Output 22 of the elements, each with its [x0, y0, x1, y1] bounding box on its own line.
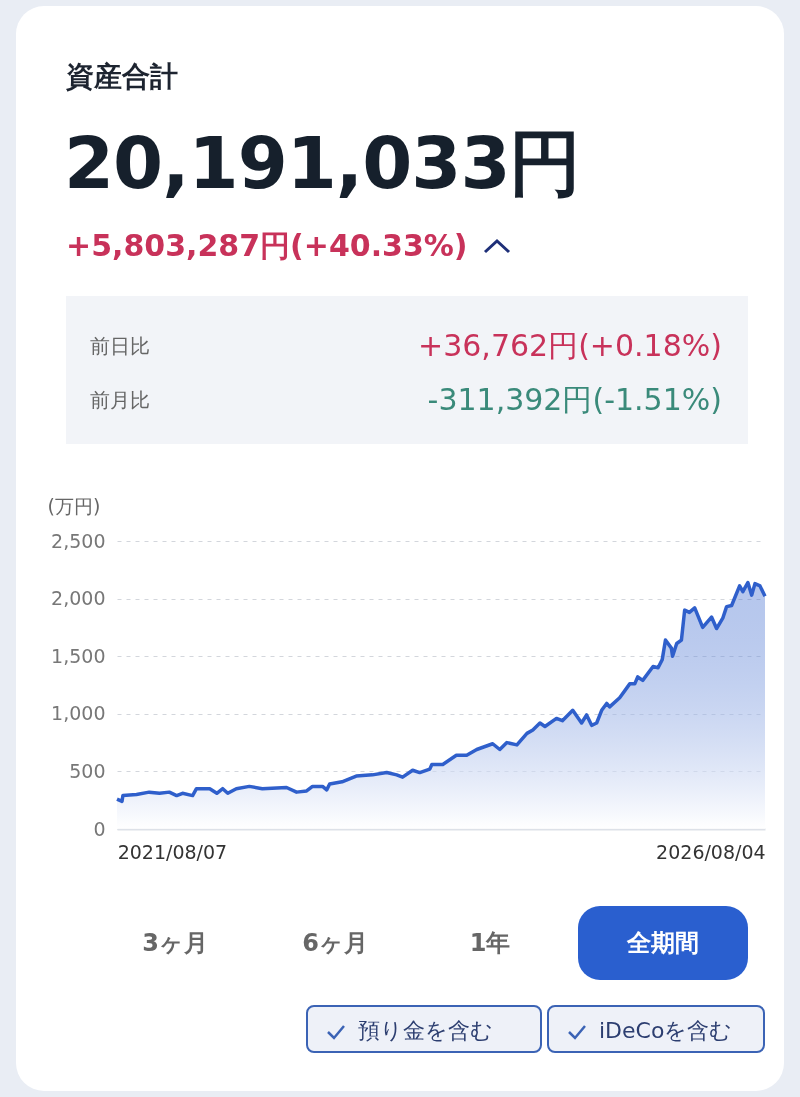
- y-tick-label: 500: [69, 759, 106, 782]
- y-tick-label: 2,000: [51, 587, 106, 610]
- text: 1年: [468, 928, 512, 959]
- text: 前日比: [90, 333, 150, 360]
- text: iDeCoを含む: [599, 1018, 733, 1043]
- x-tick-label: 2021/08/07: [117, 840, 228, 863]
- text: +36,762円(+0.18%): [418, 327, 722, 365]
- text: 3ヶ月: [141, 928, 209, 959]
- text: +5,803,287円(+40.33%): [66, 227, 468, 265]
- text: -311,392円(-1.51%): [427, 381, 722, 419]
- chart-title: 資産合計: [66, 59, 178, 95]
- y-tick-label: 1,000: [51, 702, 106, 725]
- text: 全期間: [578, 906, 748, 980]
- text: 預り金を含む: [358, 1018, 493, 1043]
- chart-subtitle: 20,191,033円: [64, 120, 581, 207]
- x-tick-label: 2026/08/04: [656, 840, 766, 863]
- y-tick-label: 2,500: [51, 529, 106, 552]
- text: 6ヶ月: [301, 928, 369, 959]
- y-tick-label: 1,500: [51, 644, 106, 667]
- y-tick-label: 0: [93, 817, 106, 840]
- y-axis-title: (万円): [47, 494, 101, 517]
- text: 前月比: [90, 387, 150, 414]
